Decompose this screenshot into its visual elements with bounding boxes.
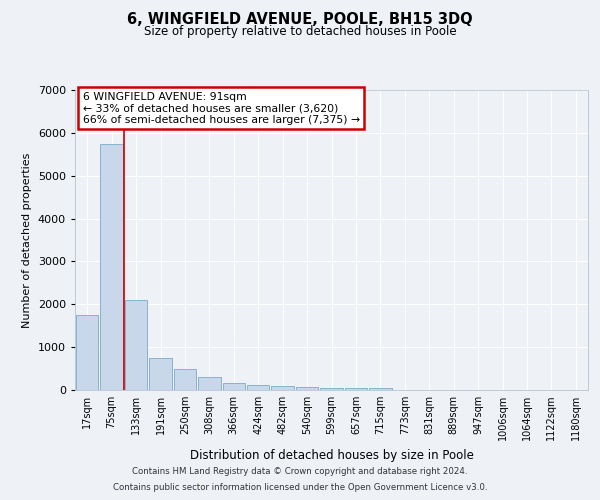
Text: Contains HM Land Registry data © Crown copyright and database right 2024.: Contains HM Land Registry data © Crown c… [132,467,468,476]
Bar [344,388,367,390]
Text: 6 WINGFIELD AVENUE: 91sqm
← 33% of detached houses are smaller (3,620)
66% of se: 6 WINGFIELD AVENUE: 91sqm ← 33% of detac… [83,92,360,124]
Bar [149,358,172,390]
Bar [369,388,392,390]
Bar [125,300,148,390]
Bar [223,382,245,390]
Bar [76,315,98,390]
Text: Contains public sector information licensed under the Open Government Licence v3: Contains public sector information licen… [113,483,487,492]
Bar [173,369,196,390]
Bar [296,387,319,390]
Bar [271,386,294,390]
Y-axis label: Number of detached properties: Number of detached properties [22,152,32,328]
Bar [100,144,123,390]
X-axis label: Distribution of detached houses by size in Poole: Distribution of detached houses by size … [190,448,473,462]
Bar [247,384,269,390]
Bar [320,388,343,390]
Text: 6, WINGFIELD AVENUE, POOLE, BH15 3DQ: 6, WINGFIELD AVENUE, POOLE, BH15 3DQ [127,12,473,28]
Text: Size of property relative to detached houses in Poole: Size of property relative to detached ho… [143,25,457,38]
Bar [198,378,221,390]
